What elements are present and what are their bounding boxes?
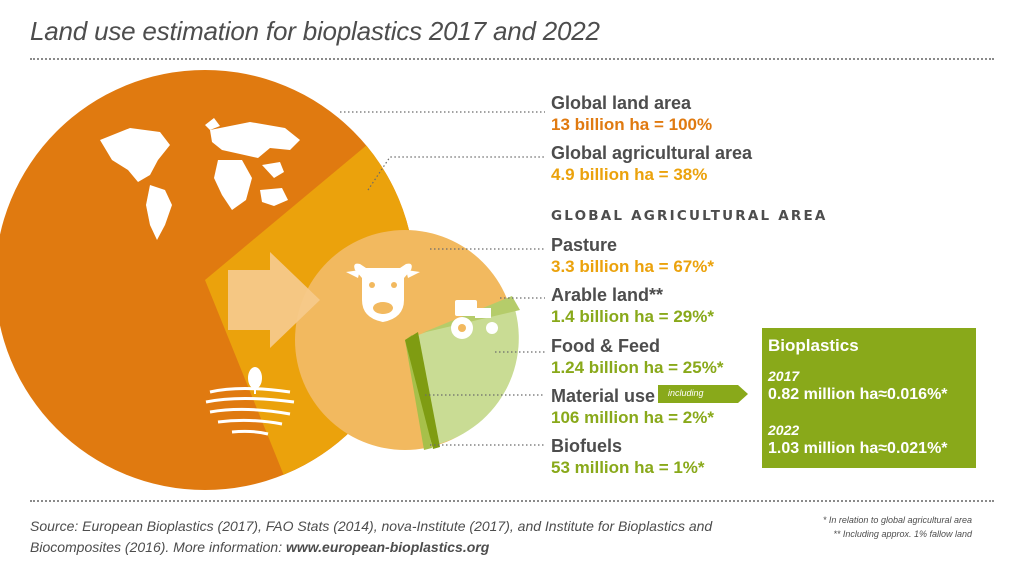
biofuels-label: Biofuels 53 million ha = 1%* [551, 436, 705, 477]
field-icon [205, 367, 295, 436]
footnote-1: * In relation to global agricultural are… [822, 515, 972, 525]
arrow-icon [228, 252, 320, 348]
including-label: including [668, 388, 704, 398]
tractor-icon [451, 300, 498, 339]
source-link[interactable]: www.european-bioplastics.org [286, 539, 490, 555]
source-note: Source: European Bioplastics (2017), FAO… [30, 516, 730, 558]
food-feed-label: Food & Feed 1.24 billion ha = 25%* [551, 336, 724, 377]
including-arrow [658, 385, 748, 403]
footer-divider [30, 500, 994, 502]
world-map-icon [100, 118, 300, 240]
page-title: Land use estimation for bioplastics 2017… [30, 16, 600, 46]
section-heading: GLOBAL AGRICULTURAL AREA [551, 208, 828, 224]
pasture-label: Pasture 3.3 billion ha = 67%* [551, 235, 714, 276]
source-text: Source: European Bioplastics (2017), FAO… [30, 518, 713, 555]
bioplastics-year-2022: 2022 [768, 422, 800, 438]
arable-label: Arable land** 1.4 billion ha = 29%* [551, 285, 714, 326]
bioplastics-year-2017: 2017 [768, 368, 800, 384]
cow-icon [346, 263, 420, 322]
bioplastics-box: Bioplastics 2017 0.82 million ha≈0.016%*… [762, 328, 976, 468]
title-divider [30, 58, 994, 60]
material-use-label: Material use 106 million ha = 2%* [551, 386, 714, 427]
global-agri-label: Global agricultural area 4.9 billion ha … [551, 143, 753, 184]
leader-global-agri [367, 156, 545, 191]
global-land-label: Global land area 13 billion ha = 100% [551, 93, 713, 134]
bioplastics-value-2022: 1.03 million ha≈0.021%* [768, 440, 948, 457]
biofuels-leaf [405, 332, 440, 449]
arable-wedge [405, 300, 519, 446]
footnote-2: ** Including approx. 1% fallow land [833, 529, 972, 539]
bioplastics-value-2017: 0.82 million ha≈0.016%* [768, 386, 948, 403]
bioplastics-title: Bioplastics [768, 336, 859, 355]
